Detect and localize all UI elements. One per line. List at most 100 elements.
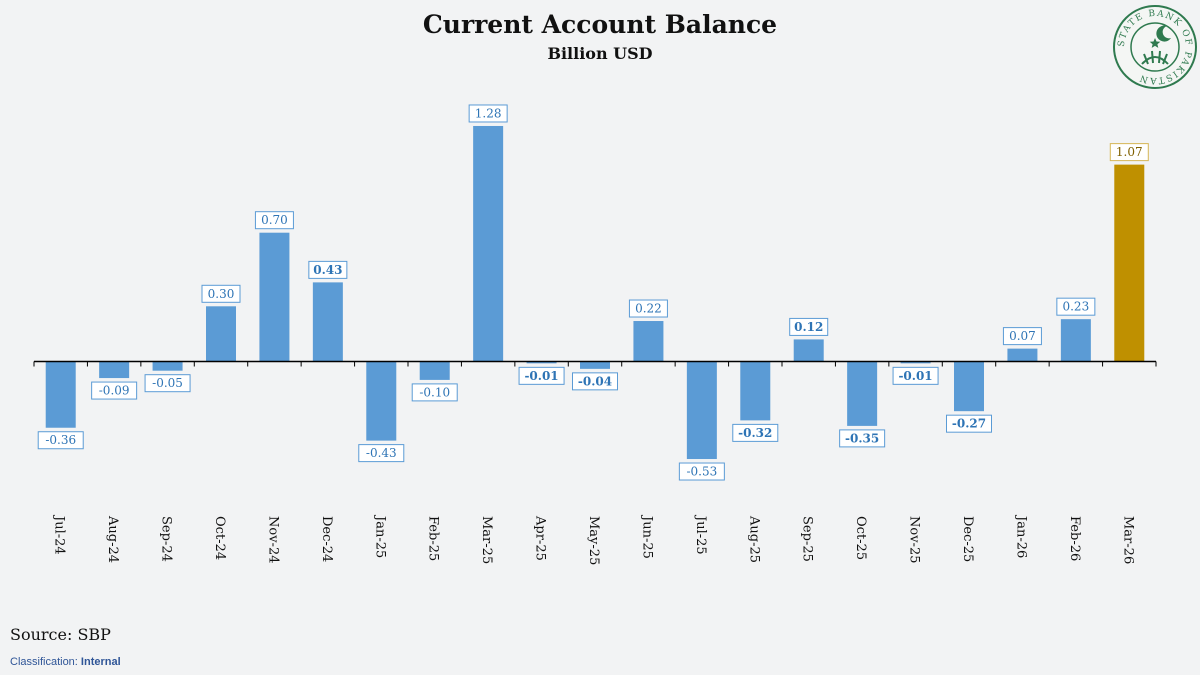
- data-label-box: [358, 444, 405, 463]
- data-label-box: [308, 260, 348, 279]
- bar-Nov-24: [259, 232, 290, 362]
- x-tick-label-Nov-25: Nov-25: [907, 516, 922, 563]
- data-label-Jul-25: -0.53: [678, 462, 725, 481]
- data-label-text: 0.70: [261, 213, 288, 227]
- bar-Oct-25: [847, 361, 878, 426]
- data-label-text: -0.32: [738, 426, 772, 440]
- bar-Jan-25: [366, 361, 397, 441]
- x-tick-label-Oct-25: Oct-25: [853, 516, 868, 560]
- data-label-text: -0.53: [686, 465, 717, 479]
- x-tick-label-Jan-25: Jan-25: [372, 514, 387, 558]
- data-label-box: [91, 381, 138, 400]
- ticks-layer: [33, 361, 1157, 367]
- x-tick-label-Apr-25: Apr-25: [533, 515, 548, 561]
- bar-Aug-25: [740, 361, 771, 421]
- data-label-box: [1002, 327, 1042, 346]
- bar-Jun-25: [633, 321, 664, 362]
- chart-title: Current Account Balance: [422, 10, 778, 39]
- data-label-box: [892, 366, 939, 385]
- data-label-box: [144, 374, 191, 393]
- data-label-text: 0.22: [635, 302, 662, 316]
- data-label-text: -0.27: [952, 417, 986, 431]
- classification-label: Classification:: [10, 656, 78, 668]
- x-tick-label-Jun-25: Jun-25: [639, 514, 654, 559]
- data-label-text: -0.35: [845, 431, 879, 445]
- bar-Aug-24: [99, 361, 130, 379]
- data-label-text: -0.01: [524, 369, 558, 383]
- source-note: Source: SBP: [10, 625, 111, 644]
- x-tick-label-May-25: May-25: [586, 516, 601, 565]
- data-label-text: 0.43: [313, 263, 342, 277]
- x-tick-label-Nov-24: Nov-24: [265, 516, 280, 563]
- data-label-Aug-25: -0.32: [732, 423, 779, 442]
- data-label-Jul-24: -0.36: [37, 431, 84, 450]
- data-label-box: [254, 211, 294, 230]
- state-bank-of-pakistan-seal-icon: STATE BANK OF PAKISTAN: [1112, 4, 1198, 90]
- bar-Nov-25: [900, 361, 931, 364]
- x-tick-label-Sep-25: Sep-25: [800, 516, 815, 562]
- data-label-Feb-26: 0.23: [1056, 297, 1096, 316]
- data-label-text: -0.04: [578, 374, 612, 388]
- data-label-text: -0.36: [45, 433, 76, 447]
- data-label-box: [201, 284, 241, 303]
- x-tick-label-Jan-26: Jan-26: [1013, 514, 1028, 558]
- data-label-box: [839, 429, 886, 448]
- bar-Sep-25: [793, 339, 824, 362]
- bar-Mar-26: [1114, 164, 1145, 362]
- bars-layer: [45, 125, 1145, 460]
- x-tick-label-Dec-25: Dec-25: [960, 516, 975, 562]
- x-tick-label-Jul-24: Jul-24: [52, 514, 67, 555]
- data-label-box: [946, 414, 992, 433]
- data-label-Dec-24: 0.43: [308, 260, 348, 279]
- classification-value: Internal: [80, 656, 121, 668]
- data-label-box: [37, 431, 84, 450]
- x-tick-label-Oct-24: Oct-24: [212, 516, 227, 560]
- data-label-box: [572, 372, 618, 391]
- data-label-text: -0.01: [898, 369, 932, 383]
- data-label-text: 0.07: [1009, 329, 1036, 343]
- bar-Jul-25: [686, 361, 717, 460]
- data-label-Sep-25: 0.12: [789, 317, 829, 336]
- classification-note: Classification: Internal: [10, 656, 121, 668]
- data-label-box: [678, 462, 725, 481]
- x-tick-labels-layer: Jul-24 Aug-24 Sep-24 Oct-24 Nov-24 Dec-24 Jan-…: [52, 514, 1136, 565]
- x-tick-label-Feb-25: Feb-25: [426, 516, 441, 561]
- data-label-Mar-25: 1.28: [468, 104, 508, 123]
- data-label-box: [518, 366, 565, 385]
- data-label-Dec-25: -0.27: [946, 414, 992, 433]
- x-tick-label-Feb-26: Feb-26: [1067, 516, 1082, 561]
- data-label-Jun-25: 0.22: [628, 299, 668, 318]
- data-label-box: [732, 423, 779, 442]
- x-tick-label-Mar-26: Mar-26: [1120, 516, 1135, 564]
- data-label-Oct-24: 0.30: [201, 284, 241, 303]
- data-label-Jan-26: 0.07: [1002, 327, 1042, 346]
- bar-Dec-25: [954, 361, 984, 412]
- bar-Mar-25: [473, 125, 504, 362]
- data-label-Aug-24: -0.09: [91, 381, 138, 400]
- x-tick-label-Aug-25: Aug-25: [746, 515, 761, 563]
- bar-Jul-24: [45, 361, 76, 428]
- data-label-box: [411, 383, 458, 402]
- chart-subtitle: Billion USD: [547, 44, 653, 63]
- data-label-text: -0.10: [419, 385, 450, 399]
- x-tick-label-Dec-24: Dec-24: [319, 516, 334, 562]
- data-labels-layer: -0.36 -0.09 -0.05 0.30 0.70 0.43 -0.43 -0.10 1.2…: [37, 104, 1149, 481]
- x-tick-label-Jul-25: Jul-25: [693, 514, 708, 555]
- bar-Dec-24: [312, 282, 343, 362]
- data-label-text: 1.07: [1116, 145, 1143, 159]
- data-label-box: [1056, 297, 1096, 316]
- data-label-text: -0.05: [152, 376, 183, 390]
- data-label-Feb-25: -0.10: [411, 383, 458, 402]
- data-label-text: 0.23: [1062, 300, 1089, 314]
- data-label-Jan-25: -0.43: [358, 444, 405, 463]
- data-label-text: 1.28: [475, 106, 502, 120]
- data-label-Mar-26: 1.07: [1109, 143, 1149, 162]
- bar-Feb-25: [419, 361, 450, 380]
- data-label-box: [628, 299, 668, 318]
- x-tick-label-Sep-24: Sep-24: [159, 516, 174, 562]
- bar-Apr-25: [526, 361, 557, 364]
- data-label-box: [1109, 143, 1149, 162]
- data-label-text: -0.43: [366, 446, 397, 460]
- data-label-text: -0.09: [99, 384, 130, 398]
